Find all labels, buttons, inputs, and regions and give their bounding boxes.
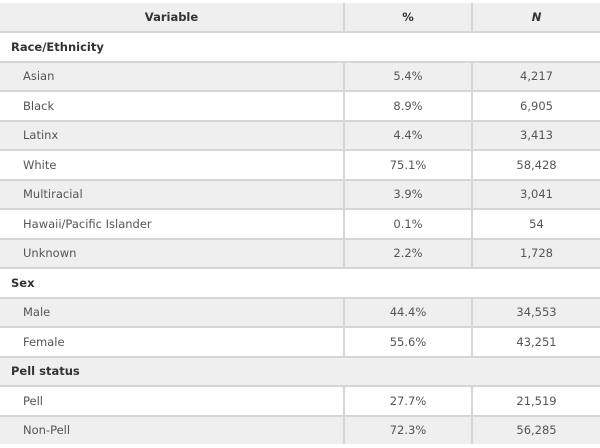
row-label: Latinx	[0, 119, 344, 150]
group-row: Sex	[0, 267, 600, 298]
row-percent: 4.4%	[343, 119, 472, 150]
group-row: Race/Ethnicity	[0, 31, 600, 62]
row-label: Unknown	[0, 237, 344, 268]
row-label: White	[0, 149, 344, 180]
row-n: 58,428	[471, 149, 600, 180]
table-row: Male 44.4% 34,553	[0, 296, 600, 327]
row-percent: 55.6%	[343, 326, 472, 357]
header-variable: Variable	[0, 3, 344, 32]
row-n: 6,905	[471, 90, 600, 121]
row-percent: 75.1%	[343, 149, 472, 180]
table-row: Unknown 2.2% 1,728	[0, 237, 600, 268]
header-percent: %	[343, 3, 472, 32]
group-label: Sex	[0, 267, 600, 298]
row-percent: 3.9%	[343, 178, 472, 209]
row-label: Pell	[0, 385, 344, 416]
header-row: Variable % N	[0, 3, 600, 32]
row-percent: 27.7%	[343, 385, 472, 416]
row-n: 54	[471, 208, 600, 239]
row-percent: 44.4%	[343, 296, 472, 327]
table-row: Multiracial 3.9% 3,041	[0, 178, 600, 209]
table-row: Female 55.6% 43,251	[0, 326, 600, 357]
row-label: Multiracial	[0, 178, 344, 209]
group-label: Race/Ethnicity	[0, 31, 600, 62]
row-percent: 5.4%	[343, 60, 472, 91]
row-label: Asian	[0, 60, 344, 91]
table-row: Pell 27.7% 21,519	[0, 385, 600, 416]
row-label: Female	[0, 326, 344, 357]
row-n: 3,413	[471, 119, 600, 150]
row-n: 1,728	[471, 237, 600, 268]
table-row: White 75.1% 58,428	[0, 149, 600, 180]
table-row: Hawaii/Pacific Islander 0.1% 54	[0, 208, 600, 239]
group-label: Pell status	[0, 355, 600, 386]
row-label: Black	[0, 90, 344, 121]
group-row: Pell status	[0, 355, 600, 386]
row-percent: 8.9%	[343, 90, 472, 121]
table-row: Asian 5.4% 4,217	[0, 60, 600, 91]
row-label: Male	[0, 296, 344, 327]
table-row: Non-Pell 72.3% 56,285	[0, 414, 600, 444]
row-percent: 0.1%	[343, 208, 472, 239]
row-label: Non-Pell	[0, 414, 344, 444]
row-n: 4,217	[471, 60, 600, 91]
row-n: 3,041	[471, 178, 600, 209]
row-percent: 2.2%	[343, 237, 472, 268]
row-n: 43,251	[471, 326, 600, 357]
demographics-table: Variable % N Race/Ethnicity Asian 5.4% 4,21…	[0, 3, 600, 444]
row-n: 56,285	[471, 414, 600, 444]
row-n: 21,519	[471, 385, 600, 416]
table-body: Race/Ethnicity Asian 5.4% 4,217 Black 8.9% 6,9…	[0, 31, 600, 444]
header-n: N	[471, 3, 600, 32]
row-n: 34,553	[471, 296, 600, 327]
table-row: Latinx 4.4% 3,413	[0, 119, 600, 150]
table-row: Black 8.9% 6,905	[0, 90, 600, 121]
row-label: Hawaii/Pacific Islander	[0, 208, 344, 239]
row-percent: 72.3%	[343, 414, 472, 444]
